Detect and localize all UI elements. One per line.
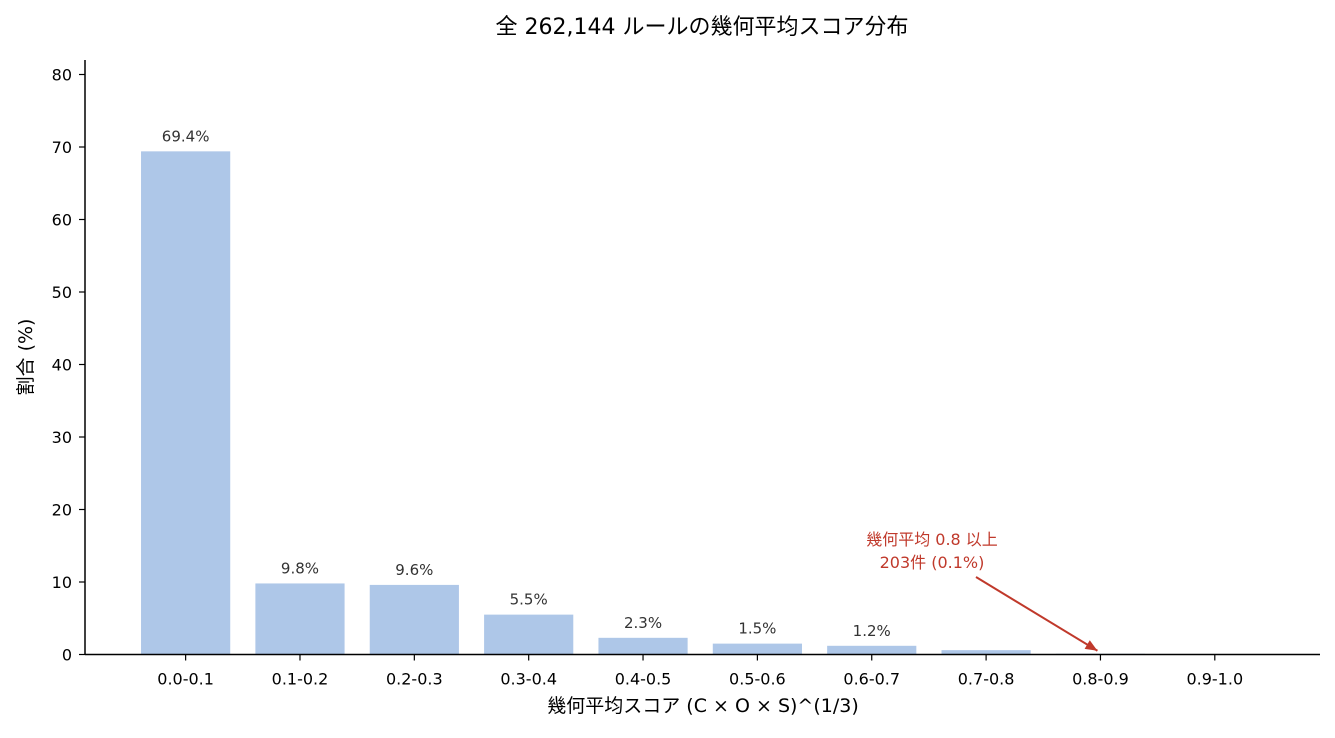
chart-title: 全 262,144 ルールの幾何平均スコア分布 [496, 15, 909, 40]
bar-0.3-0.4 [484, 614, 574, 655]
data-labels-layer: 69.4% 9.8% 9.6% 5.5% 2.3% 1.5% 1.2% [162, 127, 891, 639]
y-axis: 0 10 20 30 40 50 60 70 80 [52, 66, 85, 665]
y-tick-label-80: 80 [52, 66, 72, 85]
data-label-0.3-0.4: 5.5% [510, 591, 548, 609]
x-tick-label-0.1-0.2: 0.1-0.2 [272, 670, 329, 689]
x-tick-label-0.8-0.9: 0.8-0.9 [1072, 670, 1129, 689]
data-label-0.4-0.5: 2.3% [624, 614, 662, 632]
x-tick-label-0.9-1.0: 0.9-1.0 [1186, 670, 1243, 689]
y-tick-label-60: 60 [52, 211, 72, 230]
y-tick-label-20: 20 [52, 501, 72, 520]
x-tick-label-0.4-0.5: 0.4-0.5 [615, 670, 672, 689]
bar-0.2-0.3 [369, 584, 459, 655]
y-tick-label-70: 70 [52, 138, 72, 157]
annotation-line-1: 幾何平均 0.8 以上 [866, 530, 998, 549]
bar-0.1-0.2 [255, 583, 345, 655]
bar-0.5-0.6 [712, 643, 802, 655]
x-tick-label-0.3-0.4: 0.3-0.4 [500, 670, 557, 689]
bar-0.4-0.5 [598, 637, 688, 655]
x-axis: 0.0-0.1 0.1-0.2 0.2-0.3 0.3-0.4 0.4-0.5 0.5-0… [157, 654, 1243, 689]
data-label-0.5-0.6: 1.5% [738, 620, 776, 638]
x-tick-label-0.6-0.7: 0.6-0.7 [843, 670, 900, 689]
bar-0.0-0.1 [141, 151, 231, 655]
x-tick-label-0.2-0.3: 0.2-0.3 [386, 670, 443, 689]
annotation-arrow-line [975, 576, 1098, 652]
data-label-0.6-0.7: 1.2% [853, 622, 891, 640]
y-tick-label-50: 50 [52, 283, 72, 302]
data-label-0.1-0.2: 9.8% [281, 559, 319, 577]
data-label-0.2-0.3: 9.6% [395, 561, 433, 579]
bars-layer [141, 151, 1146, 655]
x-tick-label-0.7-0.8: 0.7-0.8 [958, 670, 1015, 689]
x-tick-label-0.5-0.6: 0.5-0.6 [729, 670, 786, 689]
annotation: 幾何平均 0.8 以上 203件 (0.1%) [866, 530, 1098, 652]
bar-0.6-0.7 [827, 645, 917, 655]
x-tick-label-0.0-0.1: 0.0-0.1 [157, 670, 214, 689]
y-tick-label-0: 0 [62, 646, 72, 665]
y-tick-label-10: 10 [52, 573, 72, 592]
y-axis-label: 割合 (%) [15, 319, 37, 396]
annotation-line-2: 203件 (0.1%) [880, 553, 985, 572]
y-tick-label-30: 30 [52, 428, 72, 447]
y-tick-label-40: 40 [52, 356, 72, 375]
annotation-arrowhead [1084, 640, 1098, 651]
data-label-0.0-0.1: 69.4% [162, 127, 210, 145]
x-axis-label: 幾何平均スコア (C × O × S)^(1/3) [547, 695, 858, 717]
bar-0.7-0.8 [941, 650, 1031, 655]
